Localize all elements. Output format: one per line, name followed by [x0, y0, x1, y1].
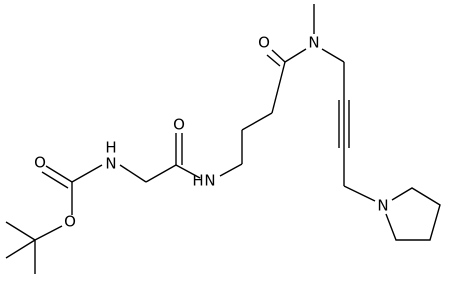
atom-label: N	[204, 172, 215, 190]
atom-label: H	[105, 139, 116, 157]
atom-label: O	[258, 34, 270, 52]
atom-label: O	[34, 154, 46, 172]
atom-label: N	[308, 34, 319, 52]
atom-label: O	[173, 116, 185, 134]
atom-label: H	[192, 172, 203, 190]
atom-label: N	[105, 155, 116, 173]
atom-labels: O O H N O N H O N N	[34, 34, 389, 231]
atom-label: O	[64, 213, 76, 231]
atom-label: N	[377, 197, 388, 215]
bonds	[5, 4, 441, 274]
